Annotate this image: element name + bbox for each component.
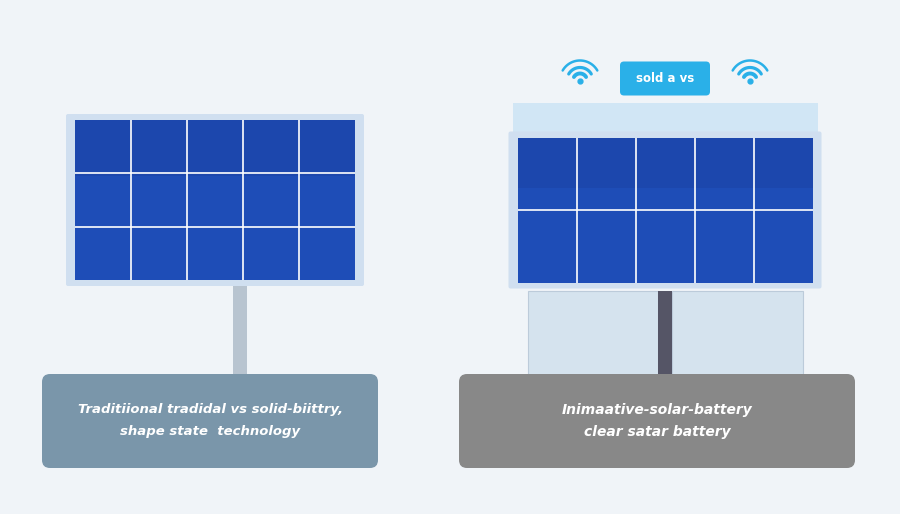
FancyBboxPatch shape	[508, 132, 822, 288]
Bar	[233, 284, 247, 375]
Bar	[658, 290, 672, 375]
Bar	[75, 120, 355, 280]
Bar	[672, 290, 803, 375]
FancyBboxPatch shape	[459, 374, 855, 468]
Bar	[518, 138, 813, 188]
Bar	[75, 120, 355, 176]
Bar	[518, 138, 813, 283]
Text: Traditiional tradidal vs solid-biittry,: Traditiional tradidal vs solid-biittry,	[77, 403, 343, 416]
FancyBboxPatch shape	[66, 114, 364, 286]
Text: Inimaative-solar-battery: Inimaative-solar-battery	[562, 403, 752, 417]
FancyBboxPatch shape	[620, 62, 710, 96]
Text: clear satar battery: clear satar battery	[584, 425, 730, 439]
Bar	[512, 102, 817, 135]
Text: shape state  technology: shape state technology	[120, 426, 300, 438]
Text: sold a vs: sold a vs	[636, 72, 694, 85]
FancyBboxPatch shape	[42, 374, 378, 468]
Bar	[527, 290, 658, 375]
